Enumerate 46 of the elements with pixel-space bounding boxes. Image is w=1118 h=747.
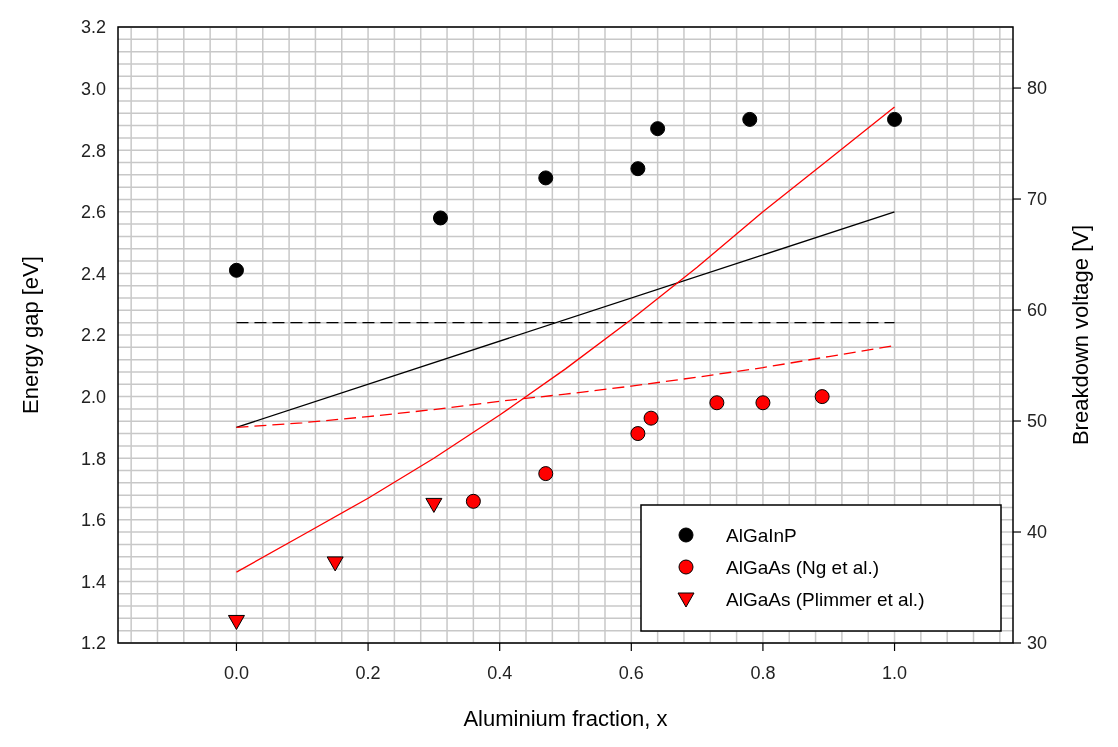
y-tick-label: 1.4 — [80, 571, 106, 592]
x-tick-label: 0.4 — [487, 663, 513, 683]
point — [630, 426, 646, 442]
point — [650, 121, 666, 137]
point — [643, 410, 659, 426]
x-tick-label: 0.8 — [750, 663, 776, 683]
y2-tick-label: 70 — [1027, 189, 1048, 210]
y-tick-label: 1.8 — [80, 448, 106, 469]
y-tick-label: 2.2 — [80, 325, 106, 346]
point — [425, 497, 443, 513]
point — [227, 614, 245, 630]
point — [709, 395, 725, 411]
point — [755, 395, 771, 411]
y-tick-label: 2.8 — [80, 140, 106, 161]
y2-tick-label: 50 — [1027, 411, 1048, 432]
point — [538, 466, 554, 482]
y-tick-label: 2.0 — [80, 386, 106, 407]
x-tick-label: 0.2 — [355, 663, 381, 683]
point — [465, 493, 481, 509]
x-tick-label: 0.6 — [618, 663, 644, 683]
y2-tick-label: 30 — [1027, 633, 1048, 654]
y-tick-label: 3.0 — [80, 78, 106, 99]
point — [538, 170, 554, 186]
y-tick-label: 2.6 — [80, 202, 106, 223]
y-tick-label: 3.2 — [80, 17, 106, 38]
point — [326, 556, 344, 572]
x-tick-label: 1.0 — [882, 663, 908, 683]
y2-axis-title: Breakdown voltage [V] — [1068, 224, 1093, 446]
x-tick-label: 0.0 — [223, 663, 249, 683]
x-axis-title: Aluminium fraction, x — [463, 706, 668, 731]
legend-label: AlGaAs (Plimmer et al.) — [726, 588, 925, 610]
y2-tick-label: 60 — [1027, 300, 1048, 321]
point — [742, 111, 758, 127]
point — [887, 111, 903, 127]
y2-tick-label: 80 — [1027, 78, 1048, 99]
y-tick-label: 2.4 — [80, 263, 106, 284]
legend-label: AlGaAs (Ng et al.) — [726, 556, 880, 578]
point — [432, 210, 448, 226]
y2-tick-label: 40 — [1027, 522, 1048, 543]
y-tick-label: 1.2 — [80, 633, 106, 654]
y-axis-title: Energy gap [eV] — [18, 256, 43, 414]
y-tick-label: 1.6 — [80, 510, 106, 531]
legend-label: AlGaInP — [726, 524, 797, 546]
point — [228, 262, 244, 278]
point — [630, 161, 646, 177]
point — [814, 389, 830, 405]
